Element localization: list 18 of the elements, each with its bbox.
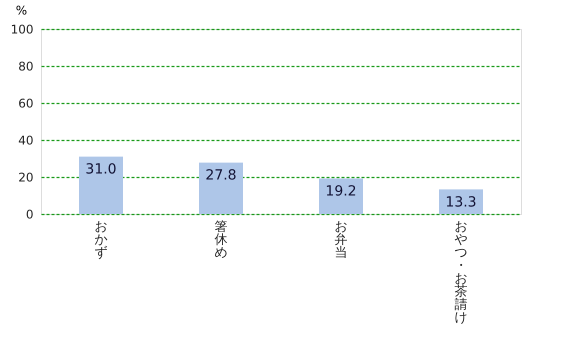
data-label: 31.0 (85, 162, 117, 178)
x-tick-label: おやつ・お茶請け (454, 220, 468, 326)
bar (79, 156, 123, 214)
data-label: 27.8 (205, 168, 237, 184)
x-tick-label: お弁当 (334, 220, 348, 260)
data-label: 13.3 (445, 194, 477, 210)
y-tick-label: 20 (18, 170, 34, 184)
data-label: 19.2 (325, 183, 357, 200)
x-tick-label: おかず (94, 220, 108, 260)
bar (319, 178, 363, 214)
y-tick-label: 0 (26, 208, 34, 222)
y-tick-label: 40 (18, 134, 34, 148)
bar (199, 162, 243, 214)
x-tick-label: 箸休め (214, 220, 228, 260)
y-tick-label: 80 (18, 60, 34, 74)
y-axis-title: % (16, 4, 28, 18)
y-tick-label: 60 (18, 96, 34, 110)
y-tick-label: 100 (10, 22, 34, 36)
